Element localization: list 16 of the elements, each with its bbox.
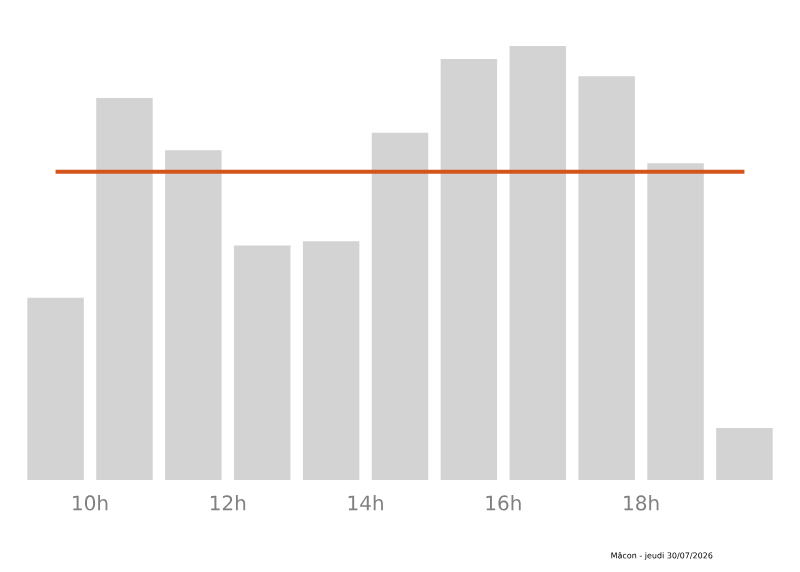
- bar: [96, 98, 153, 480]
- x-tick-label: 16h: [486, 495, 521, 511]
- bar: [647, 163, 704, 480]
- x-tick-label: 14h: [348, 495, 383, 511]
- bar: [578, 76, 635, 480]
- bar: [716, 427, 773, 480]
- bar: [27, 297, 84, 480]
- x-tick-label: 18h: [624, 495, 659, 511]
- bar: [302, 241, 360, 480]
- bar: [233, 245, 291, 480]
- bar: [509, 45, 567, 480]
- bar: [440, 59, 498, 480]
- x-tick-label: 10h: [73, 495, 108, 511]
- bar: [165, 150, 222, 480]
- x-tick-label: 12h: [210, 495, 246, 511]
- bar: [371, 132, 429, 480]
